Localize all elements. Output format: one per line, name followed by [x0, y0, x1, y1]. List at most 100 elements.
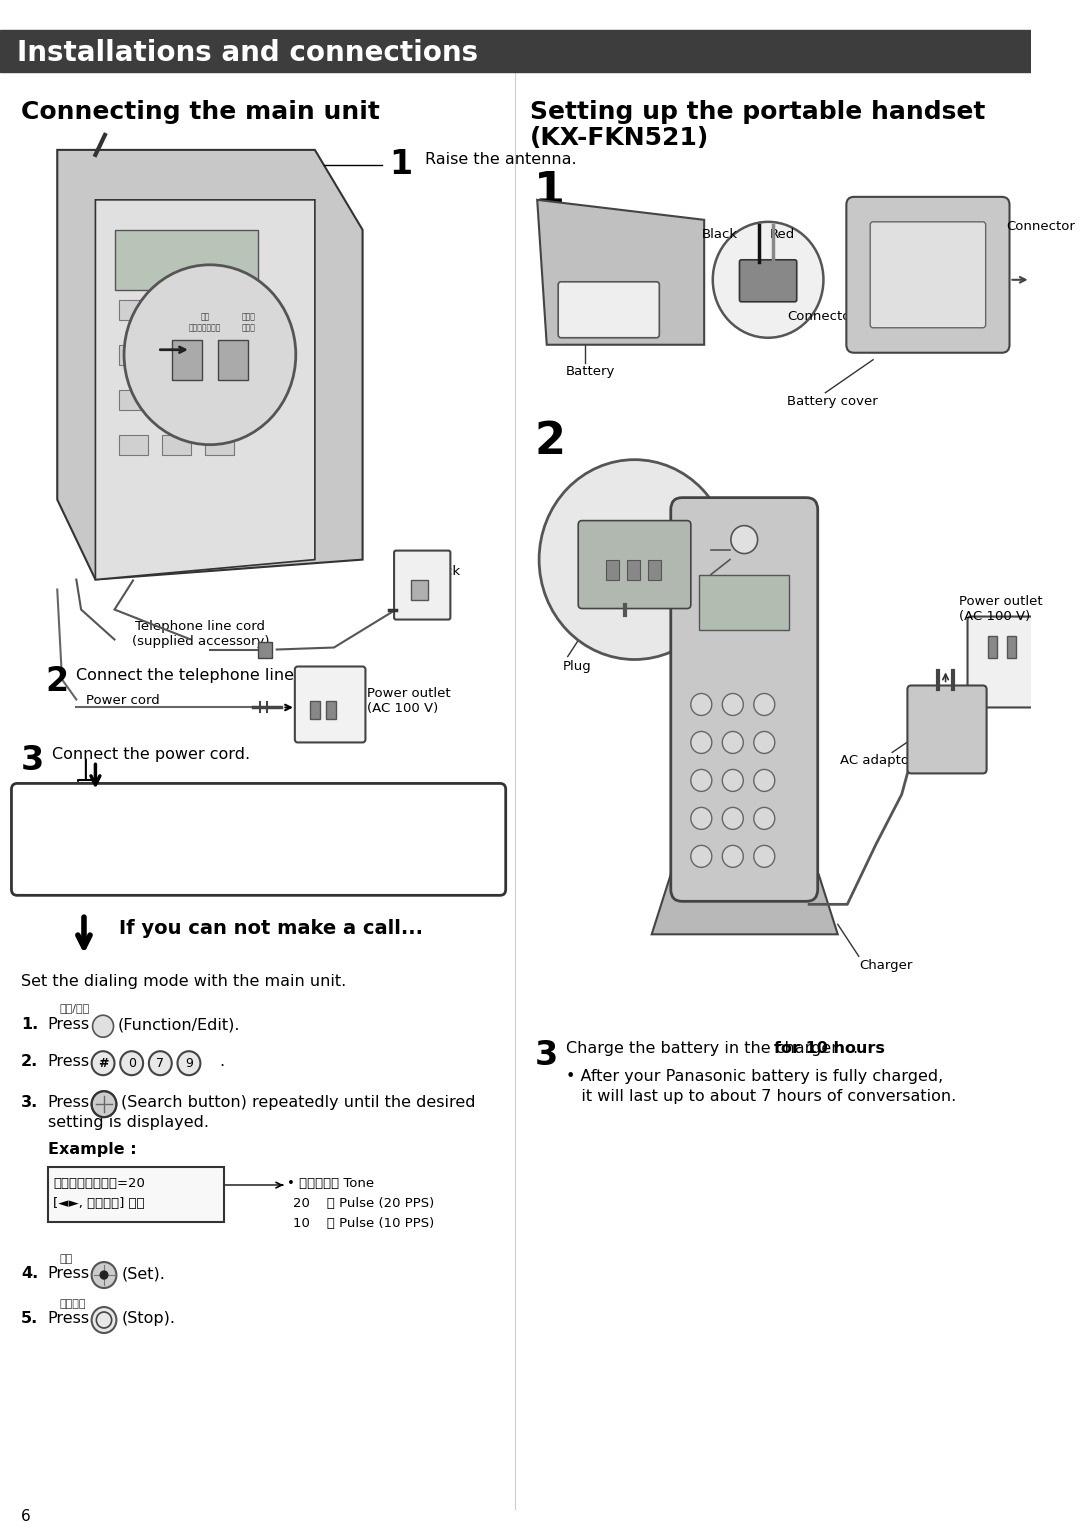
Text: If you can not make a call...: If you can not make a call...: [119, 918, 423, 938]
Text: (supplied accessory): (supplied accessory): [132, 634, 269, 648]
Text: Connecting the main unit: Connecting the main unit: [21, 99, 380, 124]
Bar: [205, 390, 233, 410]
Text: Setting up the portable handset: Setting up the portable handset: [529, 99, 985, 124]
Text: it will last up to about 7 hours of conversation.: it will last up to about 7 hours of conv…: [566, 1089, 956, 1105]
Text: Connector: Connector: [787, 310, 856, 322]
Text: Installations and connections: Installations and connections: [17, 38, 478, 67]
Bar: [162, 434, 191, 455]
Text: Connector: Connector: [1007, 220, 1076, 232]
Text: 0: 0: [127, 1057, 136, 1070]
Bar: [48, 1167, 225, 1222]
Circle shape: [754, 694, 774, 715]
Bar: [987, 636, 997, 657]
Polygon shape: [95, 200, 315, 579]
Bar: [648, 559, 661, 579]
Polygon shape: [57, 150, 363, 579]
Circle shape: [731, 526, 757, 553]
Circle shape: [754, 845, 774, 868]
Bar: [310, 701, 320, 720]
FancyBboxPatch shape: [394, 550, 450, 619]
Text: Press: Press: [48, 1096, 90, 1111]
Text: #: #: [98, 1057, 108, 1070]
Circle shape: [539, 460, 730, 660]
Text: Power outlet: Power outlet: [959, 594, 1042, 608]
Text: (Set).: (Set).: [121, 1267, 165, 1280]
Bar: [172, 339, 202, 380]
Circle shape: [754, 732, 774, 753]
Text: .: .: [852, 1041, 858, 1056]
FancyBboxPatch shape: [847, 197, 1010, 353]
Text: Battery cover: Battery cover: [787, 394, 878, 408]
Bar: [411, 579, 429, 599]
Text: Charge the battery in the charger: Charge the battery in the charger: [566, 1041, 843, 1056]
Text: Red: Red: [770, 228, 795, 241]
FancyBboxPatch shape: [907, 686, 987, 773]
Bar: [119, 299, 148, 319]
FancyBboxPatch shape: [295, 666, 365, 743]
Text: ストップ: ストップ: [59, 1299, 85, 1309]
Bar: [205, 299, 233, 319]
Circle shape: [723, 807, 743, 830]
Bar: [606, 559, 619, 579]
Bar: [162, 299, 191, 319]
Circle shape: [754, 807, 774, 830]
Text: (Search button) repeatedly until the desired: (Search button) repeatedly until the des…: [121, 1096, 475, 1111]
Text: 2: 2: [535, 420, 565, 463]
Text: 2: 2: [45, 665, 69, 697]
Circle shape: [92, 1306, 117, 1332]
Circle shape: [691, 845, 712, 868]
FancyBboxPatch shape: [968, 616, 1040, 707]
Circle shape: [691, 770, 712, 792]
Text: [◄►, ケッテイ] オス: [◄►, ケッテイ] オス: [53, 1196, 145, 1210]
Circle shape: [723, 770, 743, 792]
Text: (KX-FKN521): (KX-FKN521): [529, 125, 708, 150]
FancyBboxPatch shape: [12, 784, 505, 895]
Text: Example :: Example :: [48, 1141, 136, 1157]
Text: Power outlet: Power outlet: [367, 688, 451, 700]
Circle shape: [124, 264, 296, 445]
Text: Telephone line cord: Telephone line cord: [135, 619, 266, 633]
Text: Connect the telephone line cord.: Connect the telephone line cord.: [77, 668, 340, 683]
Text: 20    ： Pulse (20 PPS): 20 ： Pulse (20 PPS): [293, 1196, 434, 1210]
Text: 7: 7: [157, 1057, 164, 1070]
Text: 1.: 1.: [21, 1018, 38, 1033]
Bar: [217, 339, 248, 380]
Text: カイセンシュベツ=20: カイセンシュベツ=20: [53, 1177, 146, 1190]
Text: AC adaptor: AC adaptor: [839, 755, 914, 767]
Circle shape: [691, 694, 712, 715]
Circle shape: [93, 1015, 113, 1038]
Bar: [205, 434, 233, 455]
Bar: [119, 345, 148, 365]
Text: (AC 100 V): (AC 100 V): [959, 610, 1030, 622]
Circle shape: [100, 1271, 108, 1279]
Circle shape: [723, 694, 743, 715]
Text: 2.: 2.: [21, 1054, 38, 1070]
Circle shape: [691, 732, 712, 753]
Text: setting is displayed.: setting is displayed.: [48, 1115, 208, 1131]
Text: Set the dialing mode with the main unit.: Set the dialing mode with the main unit.: [21, 975, 347, 989]
Bar: [205, 345, 233, 365]
Bar: [119, 434, 148, 455]
FancyBboxPatch shape: [870, 222, 986, 327]
Text: 決定: 決定: [59, 1254, 72, 1264]
Text: 3: 3: [535, 1039, 557, 1073]
Text: (Stop).: (Stop).: [121, 1311, 175, 1326]
Circle shape: [149, 1051, 172, 1076]
FancyBboxPatch shape: [558, 281, 659, 338]
Text: 1: 1: [389, 148, 413, 182]
Circle shape: [691, 807, 712, 830]
Text: 回線
（電話回線へ）: 回線 （電話回線へ）: [189, 313, 221, 332]
Bar: [162, 345, 191, 365]
Text: (AC 100 V): (AC 100 V): [367, 703, 438, 715]
Text: • After your Panasonic battery is fully charged,: • After your Panasonic battery is fully …: [566, 1070, 943, 1085]
Text: .: .: [219, 1054, 225, 1070]
Text: Wall jack: Wall jack: [401, 564, 460, 578]
Text: Plug: Plug: [563, 660, 592, 672]
Bar: [162, 390, 191, 410]
Text: Press: Press: [48, 1267, 90, 1280]
Text: • プッシュ： Tone: • プッシュ： Tone: [287, 1177, 375, 1190]
Text: (Function/Edit).: (Function/Edit).: [118, 1018, 240, 1033]
Text: Press: Press: [48, 1311, 90, 1326]
Circle shape: [120, 1051, 144, 1076]
Text: 3.: 3.: [21, 1096, 38, 1111]
